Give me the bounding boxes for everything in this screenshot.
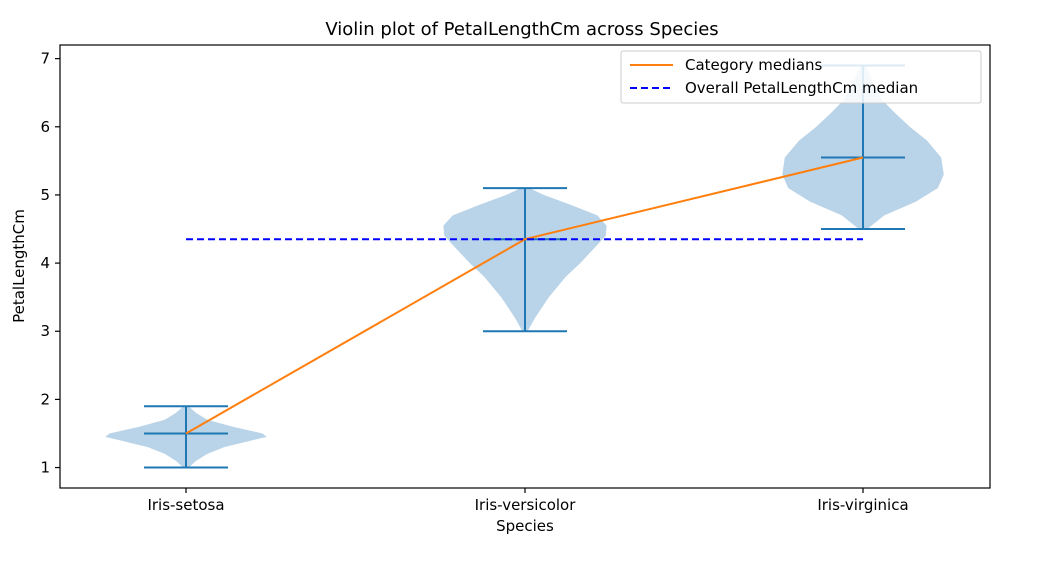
x-axis-ticks: Iris-setosa Iris-versicolor Iris-virginica — [147, 488, 909, 514]
x-tick-label-iris-setosa: Iris-setosa — [147, 496, 224, 514]
y-tick-label: 5 — [40, 186, 50, 204]
x-axis-title: Species — [496, 517, 554, 535]
legend-box — [620, 50, 982, 104]
y-tick-label: 7 — [40, 50, 50, 68]
legend-label-overall-median: Overall PetalLengthCm median — [685, 79, 918, 97]
y-tick-label: 2 — [40, 390, 50, 408]
y-tick-label: 1 — [40, 459, 50, 477]
y-axis-ticks: 1 2 3 4 5 6 7 — [40, 50, 60, 477]
y-tick-label: 4 — [40, 254, 50, 272]
violin-markers-layer — [144, 64, 905, 469]
legend: Category medians Overall PetalLengthCm m… — [620, 50, 982, 104]
x-tick-label-iris-versicolor: Iris-versicolor — [475, 496, 577, 514]
series-layer — [185, 156, 864, 435]
y-tick-label: 6 — [40, 118, 50, 136]
y-tick-label: 3 — [40, 322, 50, 340]
y-axis-title: PetalLengthCm — [10, 209, 28, 323]
legend-label-category-medians: Category medians — [685, 56, 823, 74]
x-tick-label-iris-virginica: Iris-virginica — [817, 496, 908, 514]
chart-title: Violin plot of PetalLengthCm across Spec… — [325, 19, 718, 40]
category-medians-line — [185, 156, 864, 435]
